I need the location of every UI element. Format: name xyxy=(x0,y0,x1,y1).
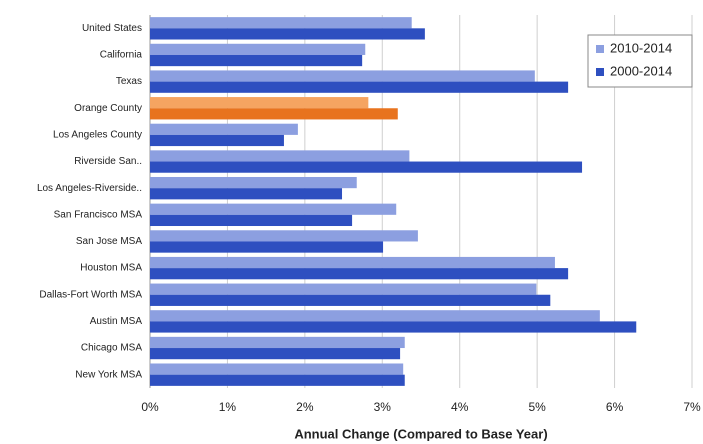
y-tick-label: Los Angeles County xyxy=(53,130,142,141)
y-tick-label: Riverside San.. xyxy=(74,156,142,167)
bar xyxy=(150,176,357,189)
bar xyxy=(150,54,363,67)
bar xyxy=(150,17,412,29)
bar xyxy=(150,97,369,109)
x-tick-label: 3% xyxy=(374,400,392,414)
bar xyxy=(150,28,425,40)
x-tick-label: 6% xyxy=(606,400,624,414)
legend-swatch xyxy=(596,68,604,76)
y-tick-label: Houston MSA xyxy=(80,263,142,274)
bar xyxy=(150,203,397,215)
bar xyxy=(150,43,366,55)
bar xyxy=(150,123,298,135)
x-tick-label: 7% xyxy=(683,400,701,414)
bar xyxy=(150,241,384,253)
bar xyxy=(150,348,401,360)
bar xyxy=(150,230,418,242)
bar xyxy=(150,268,569,280)
legend-label: 2000-2014 xyxy=(610,63,672,78)
legend-label: 2010-2014 xyxy=(610,40,672,55)
x-tick-label: 2% xyxy=(296,400,314,414)
x-tick-label: 4% xyxy=(451,400,469,414)
x-axis-title: Annual Change (Compared to Base Year) xyxy=(294,426,547,441)
bar xyxy=(150,336,405,349)
y-tick-label: Austin MSA xyxy=(90,316,143,327)
bar xyxy=(150,256,555,269)
y-tick-label: New York MSA xyxy=(75,369,142,380)
bar xyxy=(150,214,353,227)
x-tick-label: 5% xyxy=(528,400,546,414)
bar xyxy=(150,294,551,306)
bar xyxy=(150,70,535,82)
bar xyxy=(150,283,537,295)
bar xyxy=(150,134,284,147)
bar xyxy=(150,310,600,322)
bar xyxy=(150,161,583,173)
bar xyxy=(150,321,637,333)
y-tick-label: Orange County xyxy=(74,103,142,114)
y-tick-label: United States xyxy=(82,23,142,34)
x-tick-label: 0% xyxy=(141,400,159,414)
bar xyxy=(150,363,404,375)
bar xyxy=(150,150,410,162)
y-tick-label: Texas xyxy=(116,76,142,87)
bar xyxy=(150,188,343,200)
bar xyxy=(150,108,398,120)
y-tick-label: Dallas-Fort Worth MSA xyxy=(39,289,142,300)
y-tick-label: California xyxy=(100,50,143,61)
bar xyxy=(150,81,569,93)
y-tick-label: Los Angeles-Riverside.. xyxy=(37,183,142,194)
bar xyxy=(150,374,405,386)
legend-box xyxy=(587,34,693,88)
x-tick-label: 1% xyxy=(219,400,237,414)
y-tick-label: San Francisco MSA xyxy=(54,209,143,220)
y-tick-label: San Jose MSA xyxy=(76,236,142,247)
legend-swatch xyxy=(596,45,604,53)
y-tick-label: Chicago MSA xyxy=(81,343,142,354)
